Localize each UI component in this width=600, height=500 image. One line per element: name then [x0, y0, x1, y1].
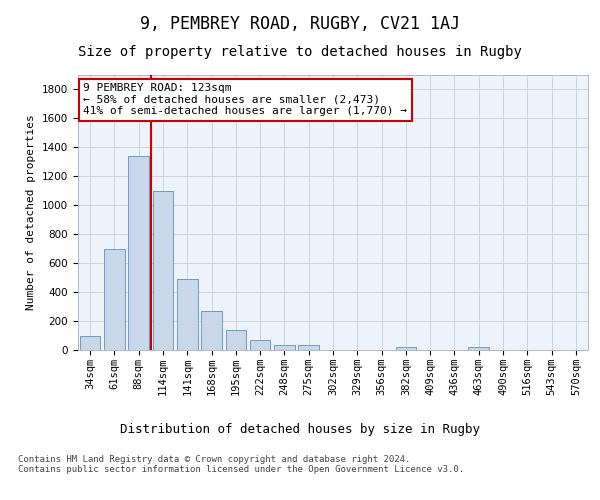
- Bar: [469, 347, 489, 350]
- Bar: [177, 279, 197, 350]
- Bar: [298, 345, 319, 350]
- Bar: [250, 340, 271, 350]
- Bar: [104, 248, 125, 350]
- Bar: [274, 345, 295, 350]
- Bar: [226, 330, 246, 350]
- Bar: [128, 156, 149, 350]
- Bar: [152, 191, 173, 350]
- Y-axis label: Number of detached properties: Number of detached properties: [26, 114, 37, 310]
- Text: Contains HM Land Registry data © Crown copyright and database right 2024.
Contai: Contains HM Land Registry data © Crown c…: [18, 455, 464, 474]
- Text: 9, PEMBREY ROAD, RUGBY, CV21 1AJ: 9, PEMBREY ROAD, RUGBY, CV21 1AJ: [140, 15, 460, 33]
- Text: Size of property relative to detached houses in Rugby: Size of property relative to detached ho…: [78, 45, 522, 59]
- Bar: [80, 336, 100, 350]
- Bar: [395, 347, 416, 350]
- Bar: [201, 311, 222, 350]
- Text: 9 PEMBREY ROAD: 123sqm
← 58% of detached houses are smaller (2,473)
41% of semi-: 9 PEMBREY ROAD: 123sqm ← 58% of detached…: [83, 83, 407, 116]
- Text: Distribution of detached houses by size in Rugby: Distribution of detached houses by size …: [120, 422, 480, 436]
